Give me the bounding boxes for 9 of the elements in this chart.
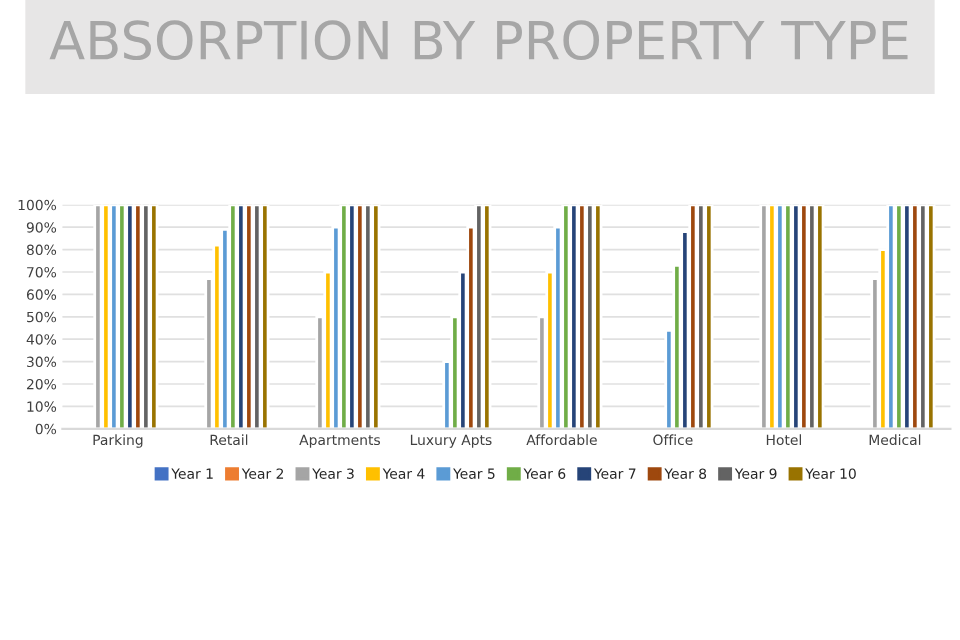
bar [260, 204, 270, 429]
chart-title: ABSORPTION BY PROPERTY TYPE [49, 20, 908, 61]
bar [593, 204, 603, 429]
bar [149, 204, 159, 429]
bar [704, 204, 714, 429]
bar [482, 204, 492, 429]
bar [815, 204, 825, 429]
bar [371, 204, 381, 429]
bar [926, 204, 936, 429]
